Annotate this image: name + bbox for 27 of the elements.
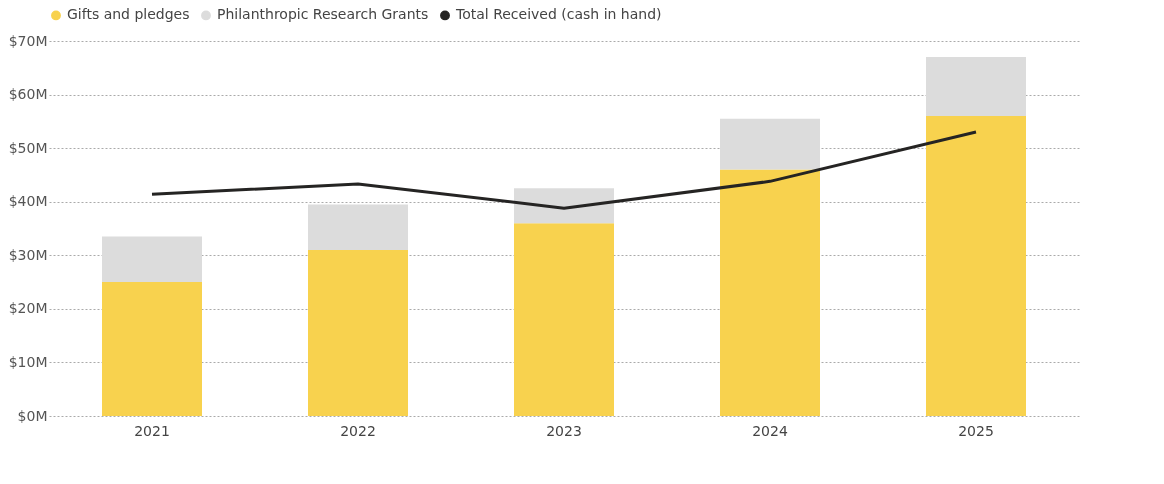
legend-label: Total Received (cash in hand) [455, 6, 662, 23]
x-tick-label: 2021 [134, 422, 170, 439]
bar [926, 57, 1026, 116]
y-tick-label: $70M [8, 32, 48, 49]
bar [102, 236, 202, 283]
line-series [150, 130, 978, 210]
y-tick-label: $20M [8, 300, 48, 317]
bar [720, 169, 820, 416]
y-tick-label: $60M [8, 86, 48, 103]
bar [720, 118, 820, 170]
legend-label: Philanthropic Research Grants [217, 6, 429, 23]
bar [102, 282, 202, 416]
y-tick-label: $10M [8, 353, 48, 370]
x-tick-label: 2022 [340, 422, 376, 439]
bar [308, 249, 408, 416]
x-tick-label: 2025 [958, 422, 994, 439]
x-tick-label: 2023 [546, 422, 582, 439]
bar [308, 204, 408, 250]
legend-label: Gifts and pledges [67, 6, 190, 23]
y-tick-label: $30M [8, 246, 48, 263]
bar [514, 223, 614, 416]
bar [926, 116, 1026, 416]
y-tick-label: $40M [8, 193, 48, 210]
y-tick-label: $50M [8, 139, 48, 156]
x-tick-label: 2024 [752, 422, 788, 439]
bar [514, 188, 614, 224]
y-tick-label: $0M [17, 407, 48, 424]
